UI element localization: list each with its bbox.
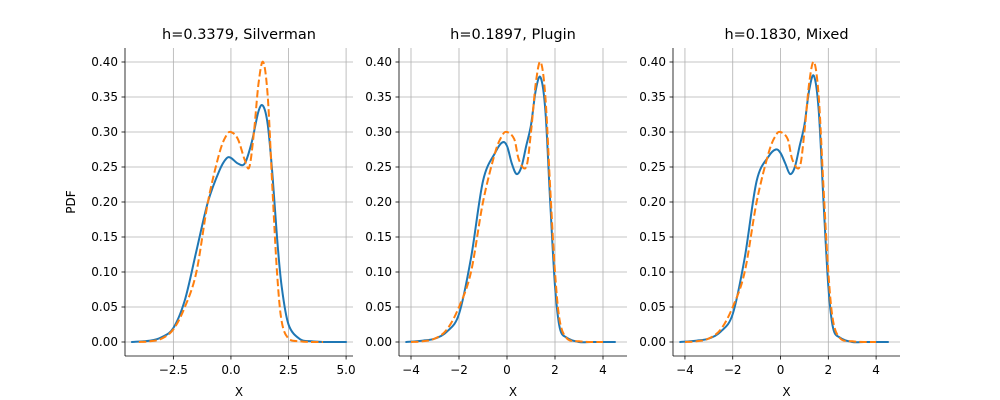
x-tick-label: −2 — [724, 363, 742, 377]
y-tick-label: 0.30 — [91, 125, 118, 139]
series-solid-line — [679, 74, 890, 344]
y-tick-label: 0.35 — [91, 90, 118, 104]
y-tick-label: 0.30 — [365, 125, 392, 139]
x-axis-label: X — [509, 385, 517, 399]
panel-2: −4 −2 0 2 4 0.00 0.05 0.10 0.15 0.20 0.25 0.30 0.35 0… — [365, 27, 627, 399]
y-tick-label: 0.15 — [639, 230, 666, 244]
series-solid-line — [405, 75, 616, 344]
y-tick-label: 0.30 — [639, 125, 666, 139]
y-tick-label: 0.40 — [91, 55, 118, 69]
panel-3: −4 −2 0 2 4 0.00 0.05 0.10 0.15 0.20 0.25 0.30 0.35 0… — [639, 27, 900, 399]
x-tick-label: 2 — [824, 363, 832, 377]
y-tick-label: 0.00 — [639, 335, 666, 349]
y-tick-label: 0.15 — [365, 230, 392, 244]
y-tick-label: 0.35 — [365, 90, 392, 104]
y-tick-label: 0.40 — [365, 55, 392, 69]
x-tick-label: 2 — [551, 363, 559, 377]
series-dashed-line — [410, 60, 604, 344]
x-axis-label: X — [235, 385, 243, 399]
series-dashed-line — [138, 60, 324, 344]
x-tick-label: 4 — [872, 363, 880, 377]
y-tick-label: 0.25 — [365, 160, 392, 174]
x-tick-label: 2.5 — [279, 363, 298, 377]
x-tick-label: −4 — [676, 363, 694, 377]
x-tick-label: 0 — [503, 363, 511, 377]
panel-1: −2.5 0.0 2.5 5.0 0.00 0.05 0.10 0.15 0.20 0.25 0.3… — [64, 27, 356, 399]
y-tick-label: 0.15 — [91, 230, 118, 244]
y-tick-label: 0.25 — [639, 160, 666, 174]
panel-title: h=0.3379, Silverman — [162, 27, 316, 43]
x-tick-label: −4 — [402, 363, 420, 377]
x-tick-label: 0.0 — [221, 363, 240, 377]
y-tick-label: 0.20 — [639, 195, 666, 209]
x-tick-label: −2 — [450, 363, 468, 377]
y-tick-label: 0.10 — [639, 265, 666, 279]
y-tick-label: 0.10 — [91, 265, 118, 279]
series-solid-line — [130, 104, 348, 344]
x-axis-label: X — [782, 385, 790, 399]
y-tick-label: 0.00 — [365, 335, 392, 349]
x-tick-label: 5.0 — [337, 363, 356, 377]
y-tick-label: 0.05 — [639, 300, 666, 314]
y-tick-label: 0.40 — [639, 55, 666, 69]
y-tick-label: 0.25 — [91, 160, 118, 174]
y-tick-label: 0.20 — [91, 195, 118, 209]
panel-title: h=0.1897, Plugin — [450, 27, 576, 43]
series-dashed-line — [684, 60, 877, 344]
y-axis-label: PDF — [64, 190, 78, 213]
y-tick-label: 0.20 — [365, 195, 392, 209]
x-tick-label: 0 — [777, 363, 785, 377]
y-tick-label: 0.00 — [91, 335, 118, 349]
x-tick-label: −2.5 — [159, 363, 188, 377]
x-tick-label: 4 — [599, 363, 607, 377]
y-tick-label: 0.05 — [91, 300, 118, 314]
panel-title: h=0.1830, Mixed — [724, 27, 848, 43]
y-tick-label: 0.10 — [365, 265, 392, 279]
y-tick-label: 0.35 — [639, 90, 666, 104]
y-tick-label: 0.05 — [365, 300, 392, 314]
